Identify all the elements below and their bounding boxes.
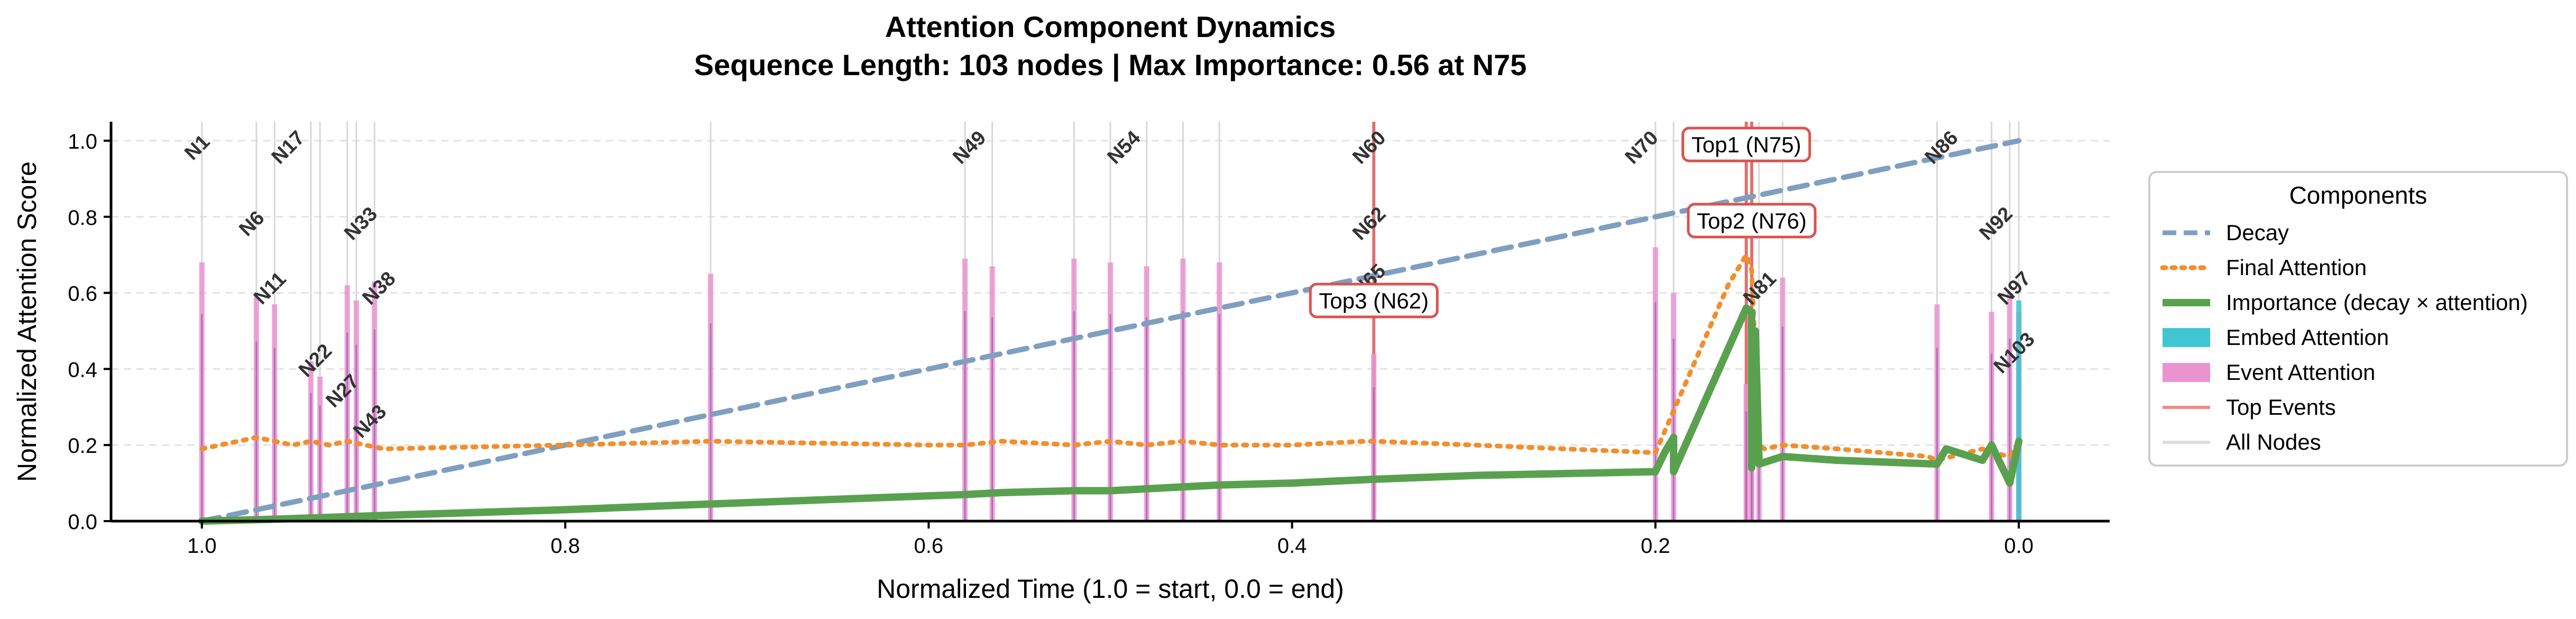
legend-label: Final Attention [2226,255,2367,280]
top-event-layer: Top1 (N75) Top2 (N76) Top3 (N62) [1309,126,1817,318]
legend-entry: Importance (decay × attention) [2163,290,2528,315]
top-event-annotation: Top2 (N76) [1687,203,1817,239]
legend-swatch [2163,363,2210,382]
legend-label: All Nodes [2226,430,2321,454]
y-tick-label: 0.4 [68,358,97,381]
legend-label: Top Events [2226,395,2336,420]
tick-layer: 0.0 0.2 0.4 0.6 0.8 1.0 1.0 0.8 0.6 0.4 0.2 0.0 [68,130,2034,558]
chart-title: Attention Component Dynamics [885,10,1336,43]
top-event-box [1687,203,1817,239]
x-axis-label: Normalized Time (1.0 = start, 0.0 = end) [877,574,1344,604]
embed-attention-bar [2016,300,2022,521]
legend-label: Event Attention [2226,360,2376,385]
axes [109,122,2110,523]
x-tick-label: 1.0 [187,534,217,558]
legend-label: Decay [2226,220,2289,245]
legend-label: Importance (decay × attention) [2226,290,2528,315]
top-event-annotation: Top3 (N62) [1309,283,1439,318]
x-tick-label: 0.4 [1277,534,1307,558]
series-line-importance [198,304,2023,525]
series-line-final [199,252,2021,463]
legend-entry: Event Attention [2163,360,2376,385]
legend-entry: Final Attention [2160,255,2367,280]
top-event-annotation: Top1 (N75) [1681,126,1811,162]
y-tick-label: 0.8 [68,206,97,230]
legend-entry: All Nodes [2163,430,2321,454]
x-tick-label: 0.8 [550,534,580,558]
legend-entry: Decay [2163,220,2289,245]
spike-layer [199,122,2022,521]
x-tick-label: 0.6 [914,534,944,558]
legend-frame [2148,171,2568,467]
top-event-label: Top2 (N76) [1697,208,1807,233]
x-tick-label: 0.2 [1641,534,1670,558]
y-axis-label: Normalized Attention Score [12,161,42,482]
y-tick-label: 0.6 [68,283,97,306]
legend-entry: Top Events [2163,395,2336,420]
legend-label: Embed Attention [2226,325,2389,350]
x-tick-label: 0.0 [2004,534,2034,558]
y-tick-label: 0.2 [68,434,97,458]
top-event-box [1309,283,1439,318]
top-event-label: Top3 (N62) [1319,288,1429,313]
legend-title: Components [2289,181,2427,209]
y-tick-label: 0.0 [68,511,97,534]
legend-swatch [2163,328,2210,347]
y-tick-label: 1.0 [68,130,97,153]
legend-entries: Decay Final Attention Importance (decay × … [2160,220,2528,454]
chart-subtitle: Sequence Length: 103 nodes | Max Importa… [694,48,1527,82]
legend-entry: Embed Attention [2163,325,2389,350]
top-event-box [1681,126,1811,162]
legend: Components Decay Final Attention Importanc… [2148,171,2568,467]
top-event-label: Top1 (N75) [1691,132,1801,157]
